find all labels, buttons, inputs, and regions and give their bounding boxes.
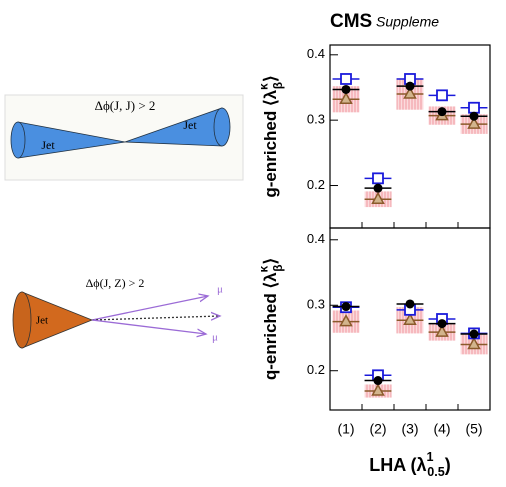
data-point <box>341 302 351 312</box>
data-point <box>469 111 479 121</box>
data-point <box>469 329 479 339</box>
axis-label: LHA (λ1 0.5) <box>369 450 451 479</box>
label-sub: 0.5 <box>427 466 445 480</box>
data-point <box>467 116 481 129</box>
chart-title: CMS <box>330 11 372 32</box>
axis-label: g-enriched ⟨λκβ⟩ <box>256 75 284 197</box>
data-point <box>373 376 383 386</box>
jet-label: Jet <box>41 138 55 152</box>
label-text: LHA (λ <box>369 455 426 475</box>
data-point <box>373 183 383 193</box>
y-tick-label: 0.3 <box>307 297 325 312</box>
label-text: q-enriched ⟨λ <box>261 272 280 380</box>
x-tick-label: (1) <box>337 421 354 437</box>
label-sub: β <box>271 82 285 89</box>
label-text: g-enriched ⟨λ <box>261 89 280 197</box>
label-sup: κ <box>256 83 270 90</box>
label-text: ) <box>445 455 451 475</box>
data-point <box>437 319 447 329</box>
muon-label: μ <box>217 284 223 296</box>
data-point <box>371 383 385 396</box>
x-tick-label: (3) <box>401 421 418 437</box>
zjet-diagram: Δϕ(J, Z) > 2 Jet μ μ <box>12 276 223 349</box>
plot-frame <box>329 44 491 229</box>
data-point <box>340 73 352 85</box>
data-point <box>339 91 353 104</box>
data-point <box>372 172 384 185</box>
data-point <box>371 191 385 204</box>
data-point <box>437 107 447 117</box>
data-point <box>403 312 417 326</box>
data-point <box>468 101 480 114</box>
label-sup: κ <box>256 265 270 272</box>
jet-label: Jet <box>183 118 197 132</box>
data-point <box>341 84 351 94</box>
data-point <box>405 81 415 91</box>
label-text: ⟩ <box>261 75 280 82</box>
x-tick-label: (5) <box>465 421 482 437</box>
x-tick-label: (4) <box>433 421 450 437</box>
muon-label: μ <box>212 332 218 344</box>
label-sub: β <box>271 264 285 271</box>
plot-frame <box>329 227 491 411</box>
y-tick-label: 0.2 <box>307 362 325 377</box>
y-tick-label: 0.4 <box>307 46 325 61</box>
diagram-label: Δϕ(J, Z) > 2 <box>86 276 145 290</box>
dijet-diagram: Δϕ(J, J) > 2 Jet Jet <box>4 94 244 181</box>
axis-label: q-enriched ⟨λκβ⟩ <box>256 258 284 380</box>
data-point <box>435 324 449 337</box>
data-point <box>403 86 417 99</box>
y-tick-label: 0.3 <box>307 112 325 127</box>
data-point <box>467 336 481 350</box>
diagram-label: Δϕ(J, J) > 2 <box>95 98 156 113</box>
label-text: ⟩ <box>261 258 280 265</box>
y-tick-label: 0.2 <box>307 177 325 192</box>
chart-subtitle: Suppleme <box>376 14 439 30</box>
data-point <box>339 314 353 327</box>
x-tick-label: (2) <box>369 421 386 437</box>
jet-label: Jet <box>36 315 48 327</box>
data-point <box>436 89 448 102</box>
y-tick-label: 0.4 <box>307 231 325 246</box>
data-point <box>405 299 415 309</box>
label-sup: 1 <box>427 450 434 464</box>
